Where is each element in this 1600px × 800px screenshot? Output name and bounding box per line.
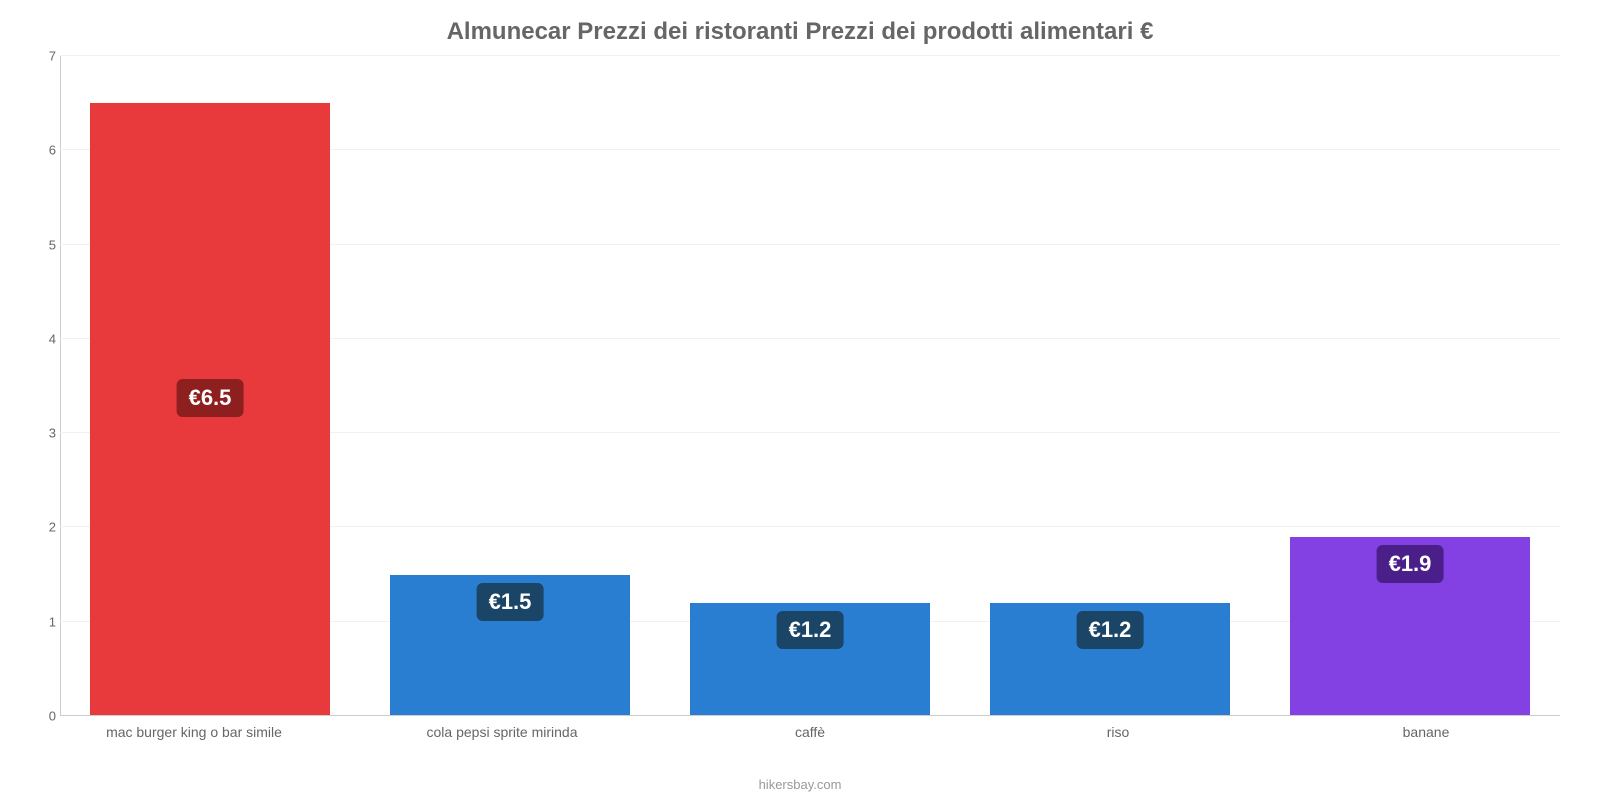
bar: €1.5 bbox=[390, 575, 630, 716]
x-axis-labels: mac burger king o bar similecola pepsi s… bbox=[40, 724, 1580, 740]
bar-slot: €1.5 bbox=[360, 56, 660, 716]
plot-area: 01234567 €6.5€1.5€1.2€1.2€1.9 bbox=[60, 56, 1560, 716]
x-axis-label: mac burger king o bar simile bbox=[40, 724, 348, 740]
y-tick-label: 4 bbox=[26, 331, 56, 346]
value-label: €1.2 bbox=[1077, 611, 1144, 649]
x-axis-label: cola pepsi sprite mirinda bbox=[348, 724, 656, 740]
bar: €1.9 bbox=[1290, 537, 1530, 716]
bar-slot: €1.2 bbox=[660, 56, 960, 716]
y-axis: 01234567 bbox=[26, 56, 56, 716]
y-tick-label: 2 bbox=[26, 520, 56, 535]
bar: €1.2 bbox=[690, 603, 930, 716]
y-tick-label: 7 bbox=[26, 49, 56, 64]
bar-slot: €1.9 bbox=[1260, 56, 1560, 716]
bar-slot: €1.2 bbox=[960, 56, 1260, 716]
y-tick-label: 3 bbox=[26, 426, 56, 441]
value-label: €1.5 bbox=[477, 583, 544, 621]
value-label: €1.9 bbox=[1377, 545, 1444, 583]
bar-slot: €6.5 bbox=[60, 56, 360, 716]
value-label: €1.2 bbox=[777, 611, 844, 649]
chart-title: Almunecar Prezzi dei ristoranti Prezzi d… bbox=[20, 18, 1580, 46]
chart-container: Almunecar Prezzi dei ristoranti Prezzi d… bbox=[0, 0, 1600, 800]
credit-text: hikersbay.com bbox=[0, 777, 1600, 792]
bar: €1.2 bbox=[990, 603, 1230, 716]
bar: €6.5 bbox=[90, 103, 330, 716]
y-tick-label: 1 bbox=[26, 614, 56, 629]
x-axis-label: caffè bbox=[656, 724, 964, 740]
x-axis-label: banane bbox=[1272, 724, 1580, 740]
y-tick-label: 6 bbox=[26, 143, 56, 158]
x-axis-label: riso bbox=[964, 724, 1272, 740]
y-tick-label: 0 bbox=[26, 709, 56, 724]
value-label: €6.5 bbox=[177, 379, 244, 417]
bars-group: €6.5 €1.5 €1.2 €1.2 €1.9 bbox=[60, 56, 1560, 716]
x-axis-line bbox=[60, 715, 1560, 716]
y-tick-label: 5 bbox=[26, 237, 56, 252]
